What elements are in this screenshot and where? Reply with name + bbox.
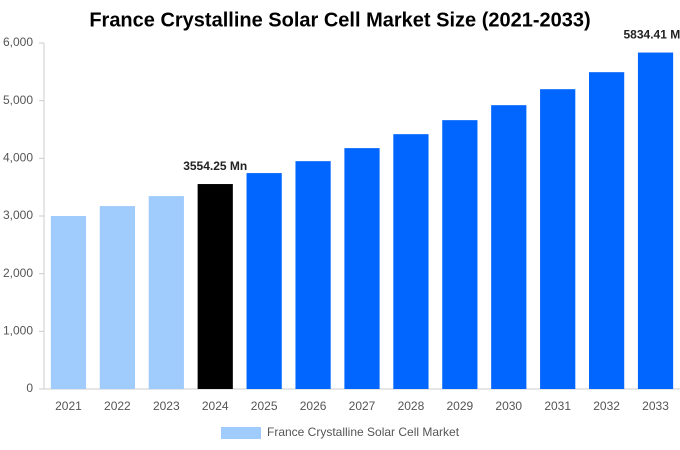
bar [540,89,576,389]
x-tick-label: 2028 [398,399,425,413]
bar [491,105,527,389]
x-tick-label: 2024 [202,399,229,413]
y-tick-label: 0 [26,381,33,395]
x-tick-label: 2031 [544,399,571,413]
bar [393,134,429,389]
bar [148,196,184,389]
bar [246,173,282,389]
bar [99,206,135,389]
y-tick-label: 2,000 [3,266,33,280]
x-tick-label: 2021 [55,399,82,413]
x-tick-label: 2025 [251,399,278,413]
bar [295,161,331,389]
y-tick-label: 3,000 [3,208,33,222]
y-tick-label: 4,000 [3,151,33,165]
y-tick-label: 1,000 [3,324,33,338]
bar [344,148,380,389]
bar [50,216,87,389]
value-label: 5834.41 Mn [624,28,680,42]
value-label: 3554.25 Mn [183,159,247,173]
x-tick-label: 2033 [642,399,669,413]
legend-label: France Crystalline Solar Cell Market [267,425,460,439]
bar [637,52,674,390]
y-tick-label: 6,000 [3,35,33,49]
x-tick-label: 2026 [300,399,327,413]
x-tick-label: 2029 [446,399,473,413]
bar [442,120,478,390]
bar [197,184,233,389]
x-tick-label: 2027 [349,399,376,413]
legend-swatch [221,427,261,439]
x-tick-label: 2030 [495,399,522,413]
x-tick-label: 2022 [104,399,131,413]
chart-title: France Crystalline Solar Cell Market Siz… [89,9,590,31]
y-tick-label: 5,000 [3,93,33,107]
x-tick-label: 2023 [153,399,180,413]
bar [589,72,625,390]
x-tick-label: 2032 [593,399,620,413]
